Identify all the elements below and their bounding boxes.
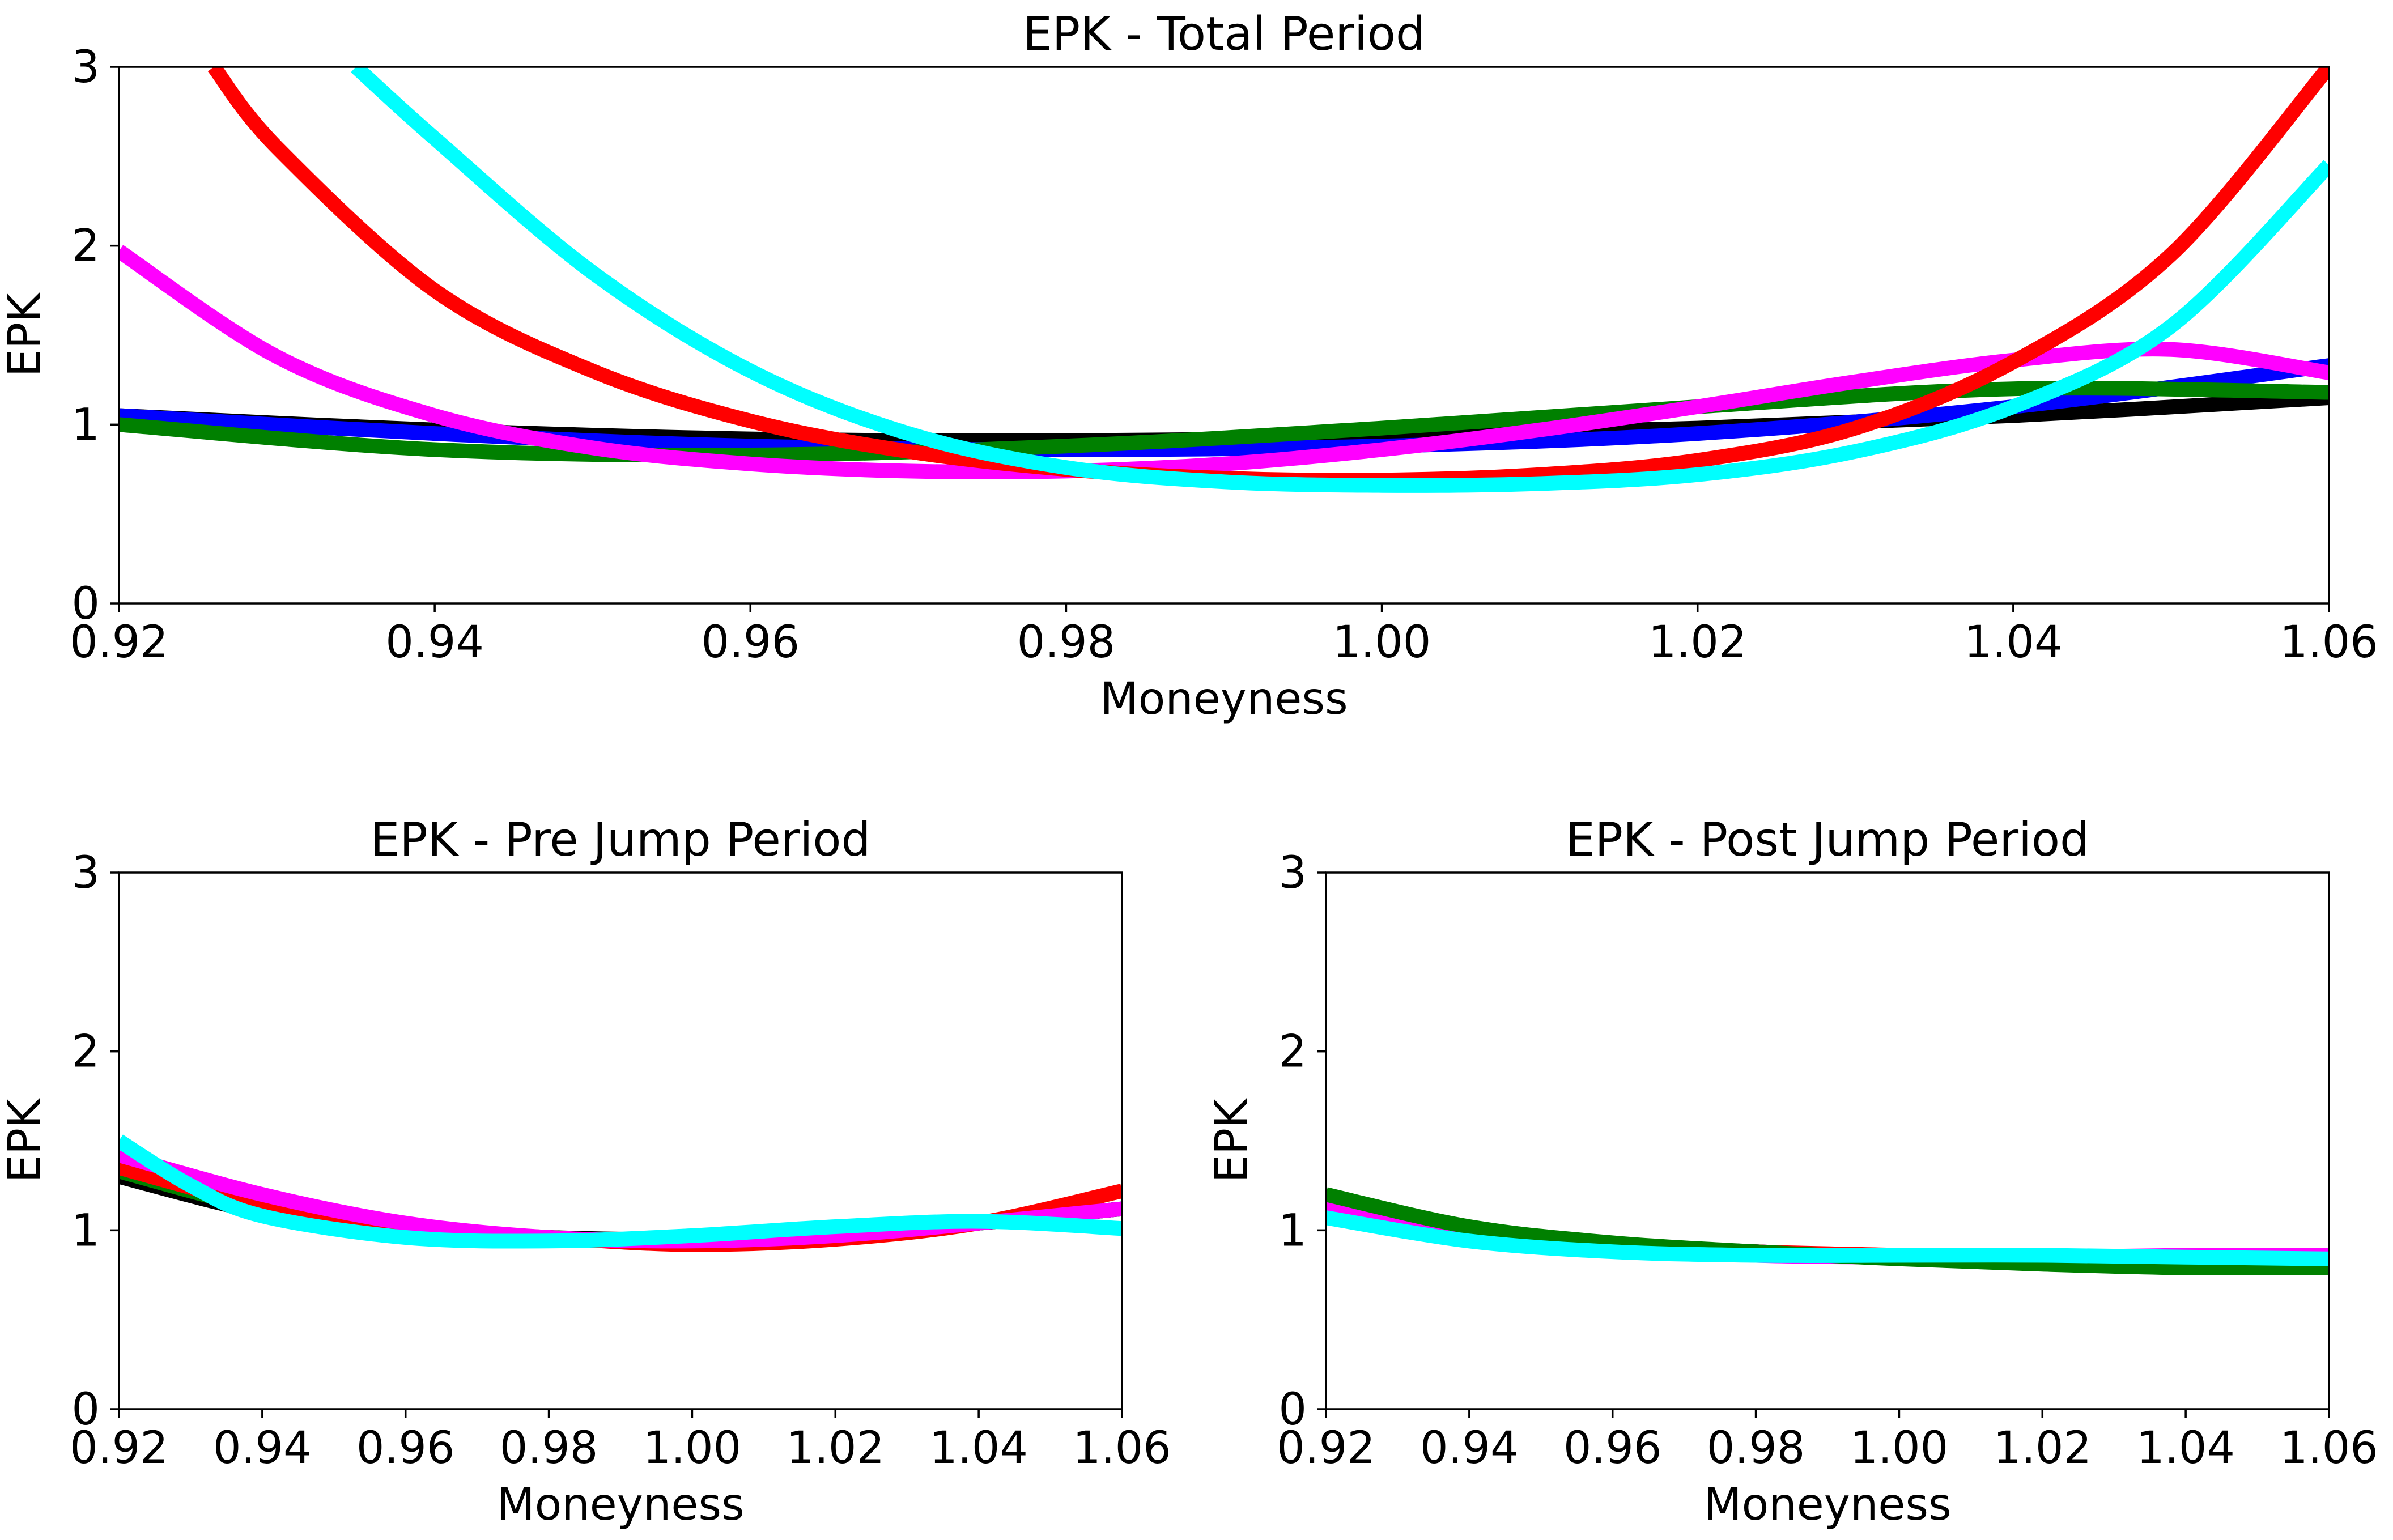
chart-title: EPK - Total Period [1023, 7, 1425, 61]
chart-panel-post-jump: 0.92 0.94 0.96 0.98 1.00 1.02 1.04 1.06 0 1 2 3 EPK … [1206, 813, 2378, 1530]
x-tick-label: 1.04 [2136, 1423, 2235, 1474]
y-tick-label: 0 [71, 578, 100, 629]
chart-panel-pre-jump: 0.92 0.94 0.96 0.98 1.00 1.02 1.04 1.06 0 1 2 3 EPK … [0, 813, 1171, 1530]
x-tick-label: 0.92 [70, 617, 168, 668]
x-tick-label: 0.94 [385, 617, 484, 668]
x-tick-label: 0.98 [1017, 617, 1116, 668]
plot-frame [1325, 871, 2330, 1410]
y-axis-label: EPK [1206, 1098, 1257, 1182]
series-group [1326, 1187, 2329, 1276]
x-tick-label: 0.98 [1707, 1423, 1805, 1474]
x-tick-label: 0.92 [70, 1423, 168, 1474]
x-tick-label: 1.02 [1648, 617, 1747, 668]
series-line-4 [119, 245, 2329, 479]
series-group [119, 67, 2329, 493]
y-tick-label: 0 [71, 1384, 100, 1435]
x-tick-label: 1.02 [1993, 1423, 2092, 1474]
x-tick-label: 0.96 [1563, 1423, 1662, 1474]
chart-panel-total: 0.92 0.94 0.96 0.98 1.00 1.02 1.04 1.06 0 1 2 3 EPK … [0, 7, 2378, 725]
x-tick-label: 1.04 [929, 1423, 1028, 1474]
chart-title: EPK - Pre Jump Period [370, 813, 870, 867]
y-tick-label: 2 [71, 221, 100, 272]
y-tick-label: 1 [1278, 1205, 1307, 1256]
y-tick-label: 0 [1278, 1384, 1307, 1435]
x-tick-label: 1.02 [786, 1423, 885, 1474]
x-tick-label: 0.96 [701, 617, 800, 668]
y-axis-label: EPK [0, 1098, 50, 1182]
y-tick-label: 2 [1278, 1027, 1307, 1078]
y-tick-label: 3 [1278, 848, 1307, 899]
x-tick-label: 1.06 [1073, 1423, 1171, 1474]
series-line-6 [119, 1134, 1122, 1249]
x-axis-label: Moneyness [496, 1479, 744, 1530]
plot-frame [118, 871, 1123, 1410]
series-line-6 [1326, 1210, 2329, 1266]
x-tick-label: 1.00 [1850, 1423, 1949, 1474]
series-line-6 [351, 67, 2329, 493]
x-tick-label: 1.04 [1964, 617, 2063, 668]
x-tick-label: 0.94 [1420, 1423, 1519, 1474]
series-line-2 [119, 358, 2329, 457]
y-tick-label: 3 [71, 848, 100, 899]
x-tick-label: 1.00 [1333, 617, 1431, 668]
x-tick-label: 0.92 [1277, 1423, 1375, 1474]
chart-title: EPK - Post Jump Period [1566, 813, 2089, 867]
y-axis-label: EPK [0, 292, 50, 377]
x-tick-label: 0.96 [356, 1423, 455, 1474]
y-tick-label: 3 [71, 42, 100, 93]
plot-frame [118, 66, 2330, 605]
x-tick-label: 1.00 [643, 1423, 742, 1474]
x-tick-label: 1.06 [2280, 617, 2378, 668]
x-axis-label: Moneyness [1100, 674, 1348, 725]
x-axis-label: Moneyness [1703, 1479, 1951, 1530]
x-tick-label: 1.06 [2280, 1423, 2378, 1474]
y-tick-label: 2 [71, 1027, 100, 1078]
y-tick-label: 1 [71, 399, 100, 450]
x-tick-label: 0.98 [500, 1423, 598, 1474]
y-tick-label: 1 [71, 1205, 100, 1256]
x-tick-label: 0.94 [213, 1423, 312, 1474]
series-group [119, 1134, 1122, 1252]
